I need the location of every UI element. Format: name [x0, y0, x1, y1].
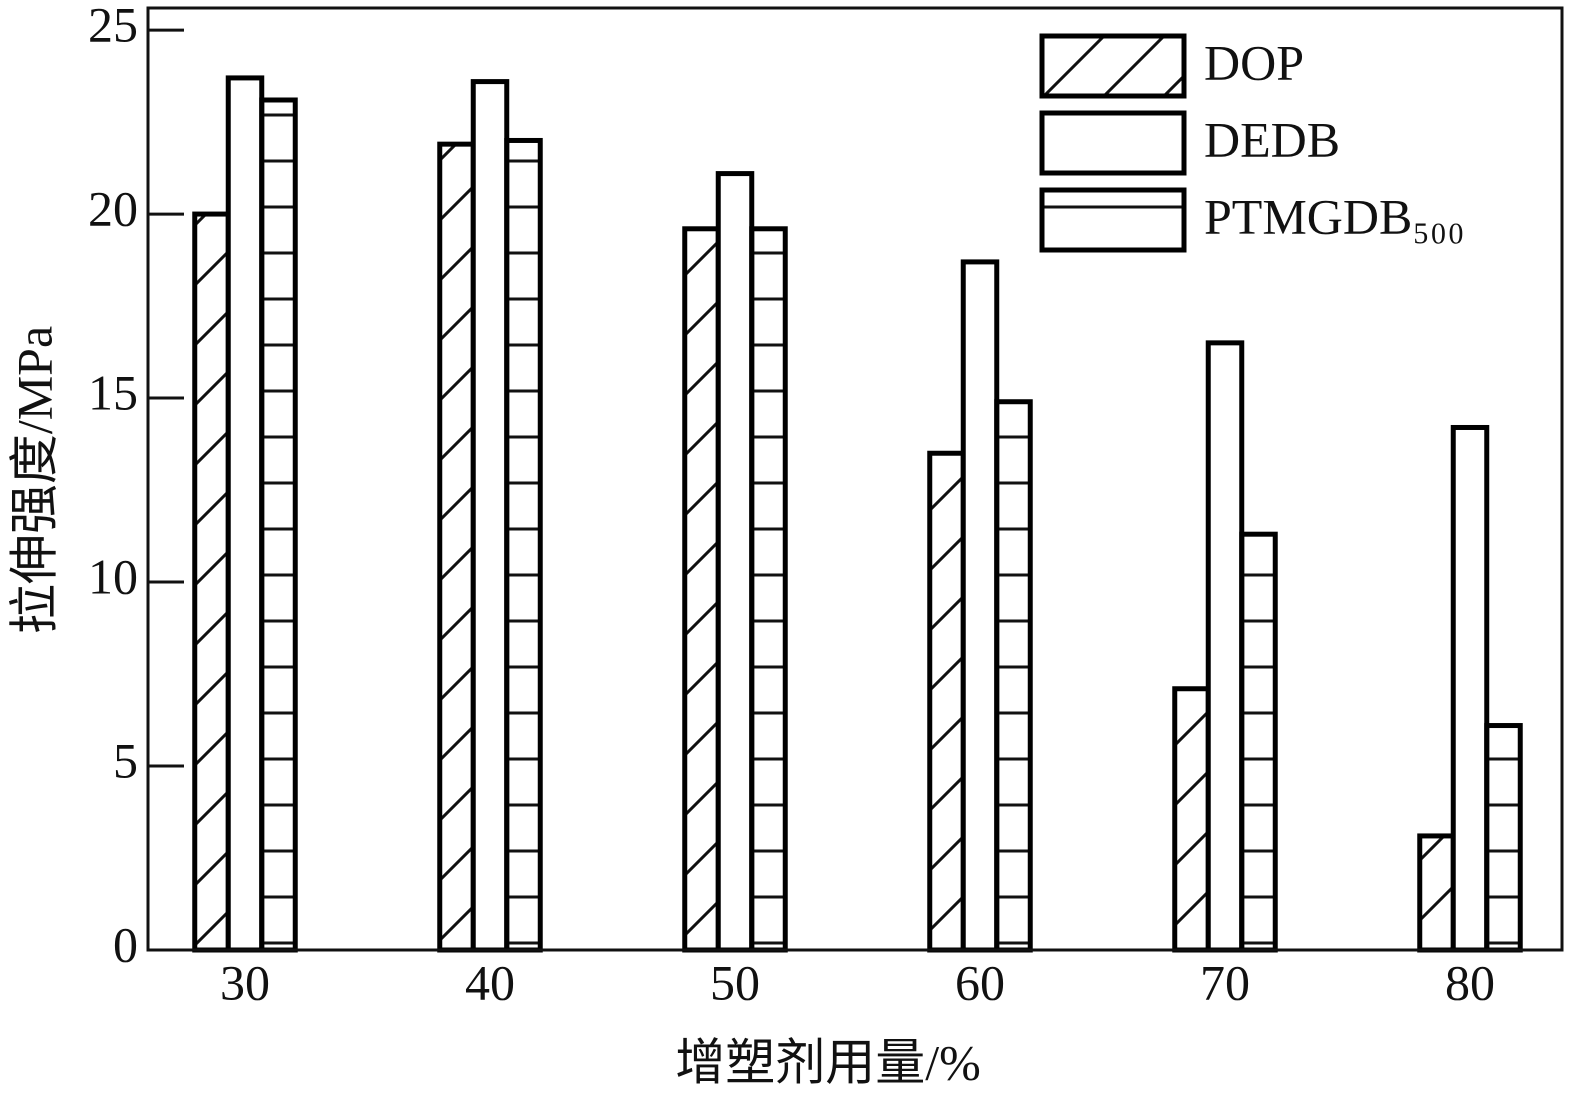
bar	[1205, 340, 1245, 953]
bar	[1450, 424, 1490, 953]
bar	[1417, 833, 1456, 953]
bar	[192, 211, 231, 953]
x-tick-label: 70	[1200, 954, 1250, 1010]
bar	[927, 450, 966, 953]
y-tick-label: 15	[88, 365, 138, 421]
legend-swatch	[1039, 33, 1187, 99]
y-tick-label: 10	[88, 549, 138, 605]
y-tick-label: 25	[88, 0, 138, 53]
legend-label: DEDB	[1204, 111, 1340, 167]
x-tick-label: 60	[955, 954, 1005, 1010]
y-tick-label: 0	[113, 916, 138, 972]
bar	[715, 171, 755, 953]
legend-swatch	[1039, 110, 1187, 176]
bar	[437, 141, 476, 953]
bar	[504, 137, 543, 953]
x-tick-label: 50	[710, 954, 760, 1010]
x-axis-label: 增塑剂用量/%	[675, 1034, 981, 1090]
bar	[1484, 723, 1523, 953]
bar	[749, 226, 788, 953]
x-tick-label: 40	[465, 954, 515, 1010]
bar	[259, 97, 298, 953]
bar	[470, 79, 510, 953]
bar	[1239, 531, 1278, 953]
bar	[682, 226, 721, 953]
x-tick-label: 30	[220, 954, 270, 1010]
bar	[1172, 686, 1211, 953]
bar	[225, 75, 265, 953]
x-tick-label: 80	[1445, 954, 1495, 1010]
legend-swatch	[1039, 187, 1187, 253]
bar	[994, 399, 1033, 953]
y-tick-label: 5	[113, 732, 138, 788]
legend-label: PTMGDB₅₀₀	[1204, 188, 1465, 244]
legend-label: DOP	[1204, 34, 1304, 90]
y-tick-label: 20	[88, 181, 138, 237]
bar	[960, 259, 1000, 953]
y-axis-label: 拉伸强度/MPa	[6, 326, 62, 634]
plot-frame	[146, 6, 1564, 952]
